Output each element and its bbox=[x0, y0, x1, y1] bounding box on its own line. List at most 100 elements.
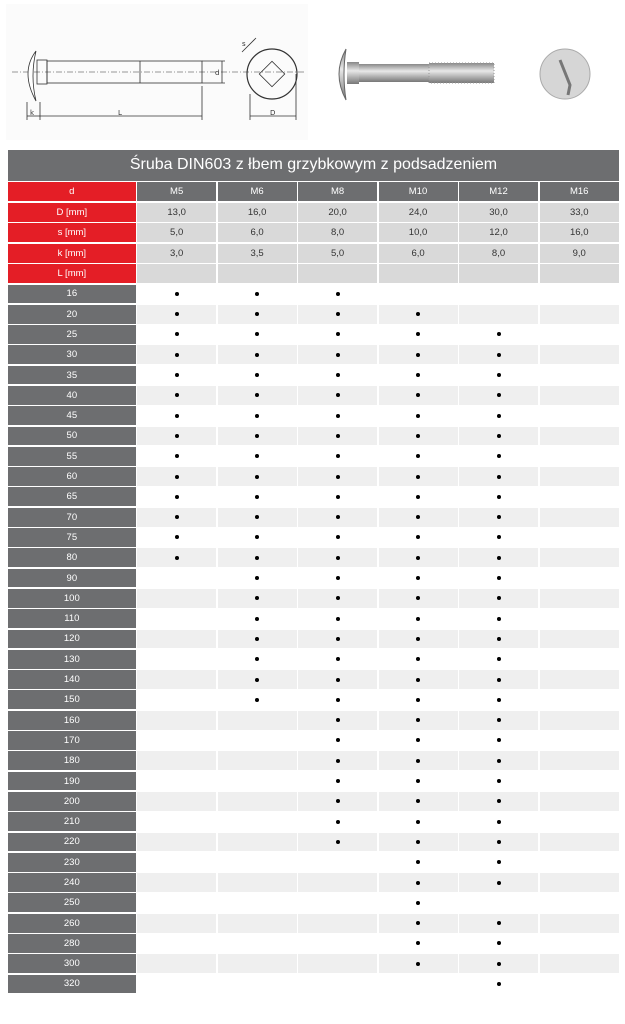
availability-cell bbox=[540, 975, 619, 994]
availability-cell bbox=[137, 487, 216, 506]
k-label: k bbox=[30, 109, 35, 117]
availability-cell bbox=[298, 406, 377, 425]
dimension-value bbox=[459, 264, 538, 283]
availability-cell bbox=[378, 588, 458, 608]
length-row: 50 bbox=[8, 426, 619, 447]
availability-cell bbox=[298, 934, 377, 953]
availability-cell bbox=[217, 629, 297, 649]
availability-cell bbox=[217, 710, 297, 730]
availability-cell bbox=[218, 609, 297, 628]
available-dot-icon bbox=[335, 718, 340, 723]
availability-cell bbox=[459, 751, 538, 771]
available-dot-icon bbox=[174, 474, 179, 479]
availability-cell bbox=[218, 893, 297, 912]
available-dot-icon bbox=[335, 352, 340, 357]
availability-cell bbox=[218, 853, 297, 872]
length-row: 60 bbox=[8, 467, 619, 487]
available-dot-icon bbox=[255, 433, 260, 438]
availability-cell bbox=[378, 467, 458, 486]
dimension-label: D [mm] bbox=[8, 202, 136, 222]
available-dot-icon bbox=[416, 677, 421, 682]
availability-cell bbox=[378, 751, 458, 771]
availability-cell bbox=[298, 325, 377, 344]
length-label: 60 bbox=[8, 467, 136, 486]
available-dot-icon bbox=[335, 433, 340, 438]
available-dot-icon bbox=[255, 677, 260, 682]
available-dot-icon bbox=[496, 758, 501, 763]
availability-cell bbox=[539, 832, 619, 852]
availability-cell bbox=[378, 385, 458, 405]
availability-cell bbox=[137, 954, 217, 974]
available-dot-icon bbox=[496, 941, 501, 946]
available-dot-icon bbox=[416, 961, 421, 966]
availability-cell bbox=[298, 588, 378, 608]
availability-cell bbox=[378, 507, 458, 527]
available-dot-icon bbox=[416, 799, 421, 804]
availability-cell bbox=[378, 913, 458, 933]
available-dot-icon bbox=[416, 352, 421, 357]
length-row: 130 bbox=[8, 649, 619, 670]
availability-cell bbox=[540, 934, 619, 953]
dimension-row: D [mm] 13,0 16,0 20,0 24,0 30,0 33,0 bbox=[8, 202, 619, 224]
available-dot-icon bbox=[255, 312, 260, 317]
length-label: 160 bbox=[8, 710, 136, 730]
availability-cell bbox=[298, 548, 378, 568]
available-dot-icon bbox=[335, 596, 340, 601]
length-label: 70 bbox=[8, 507, 136, 527]
availability-cell bbox=[539, 507, 619, 527]
availability-cell bbox=[459, 731, 538, 750]
availability-cell bbox=[539, 548, 619, 568]
L-label: L bbox=[118, 109, 122, 117]
availability-cell bbox=[539, 954, 619, 974]
dimension-value: 3,0 bbox=[137, 243, 217, 263]
length-row: 75 bbox=[8, 528, 619, 548]
availability-cell bbox=[379, 447, 458, 466]
header-label: d bbox=[8, 182, 136, 201]
length-row: 16 bbox=[8, 284, 619, 305]
availability-cell bbox=[298, 954, 378, 974]
available-dot-icon bbox=[335, 515, 340, 520]
length-row: 30 bbox=[8, 345, 619, 365]
availability-cell bbox=[459, 507, 538, 527]
availability-cell bbox=[459, 913, 538, 933]
available-dot-icon bbox=[496, 880, 501, 885]
length-row: 250 bbox=[8, 893, 619, 913]
available-dot-icon bbox=[416, 880, 421, 885]
available-dot-icon bbox=[335, 312, 340, 317]
available-dot-icon bbox=[496, 413, 501, 418]
availability-cell bbox=[459, 569, 538, 588]
available-dot-icon bbox=[496, 799, 501, 804]
availability-cell bbox=[298, 893, 377, 912]
length-label: 45 bbox=[8, 406, 136, 426]
length-row: 90 bbox=[8, 568, 619, 589]
length-row: 35 bbox=[8, 365, 619, 386]
availability-cell bbox=[298, 731, 377, 750]
available-dot-icon bbox=[496, 779, 501, 784]
available-dot-icon bbox=[416, 738, 421, 743]
length-label: 65 bbox=[8, 487, 136, 507]
available-dot-icon bbox=[416, 596, 421, 601]
availability-cell bbox=[298, 629, 378, 649]
availability-cell bbox=[539, 426, 619, 446]
availability-cell bbox=[218, 325, 297, 344]
availability-cell bbox=[539, 345, 619, 365]
availability-cell bbox=[217, 873, 297, 892]
available-dot-icon bbox=[416, 515, 421, 520]
availability-cell bbox=[539, 467, 619, 486]
availability-cell bbox=[137, 772, 216, 791]
available-dot-icon bbox=[496, 535, 501, 540]
length-row: 320 bbox=[8, 974, 619, 995]
available-dot-icon bbox=[335, 677, 340, 682]
available-dot-icon bbox=[416, 657, 421, 662]
length-label: 30 bbox=[8, 345, 136, 365]
available-dot-icon bbox=[335, 697, 340, 702]
availability-cell bbox=[137, 304, 217, 324]
dimension-value bbox=[539, 264, 619, 283]
available-dot-icon bbox=[416, 535, 421, 540]
availability-cell bbox=[459, 325, 538, 344]
availability-cell bbox=[379, 650, 458, 669]
availability-cell bbox=[379, 325, 458, 344]
availability-cell bbox=[298, 447, 377, 466]
availability-cell bbox=[137, 853, 216, 872]
availability-cell bbox=[298, 791, 378, 811]
